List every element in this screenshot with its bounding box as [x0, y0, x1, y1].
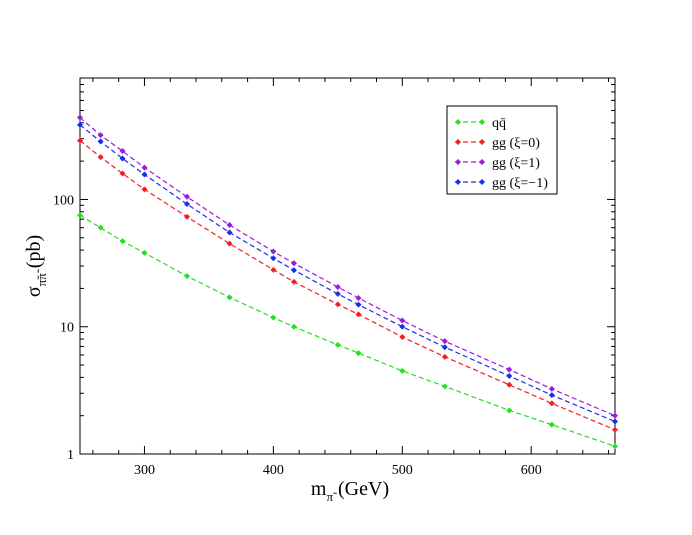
x-axis-title-unit: (GeV) [333, 478, 389, 500]
legend-marker [455, 159, 461, 165]
y-axis-title-unit: (pb) [23, 235, 45, 273]
data-point [270, 255, 277, 262]
data-point [291, 260, 297, 267]
y-tick-label: 10 [60, 321, 74, 336]
data-point [77, 212, 83, 219]
data-point [291, 323, 297, 330]
legend-marker [455, 119, 461, 125]
data-point [548, 385, 555, 392]
data-point [399, 334, 406, 341]
legend-marker [479, 119, 485, 125]
data-point [334, 290, 341, 297]
data-point [141, 249, 148, 256]
data-point [291, 278, 297, 285]
data-point [441, 383, 448, 390]
data-point [355, 301, 362, 308]
data-point [506, 381, 513, 388]
data-point [441, 353, 448, 360]
data-point [612, 418, 618, 425]
data-point [141, 186, 148, 193]
legend-label: gg (ξ=1) [492, 156, 540, 171]
data-point [506, 366, 513, 373]
legend-label: gg (ξ=−1) [492, 176, 548, 191]
data-point [119, 148, 126, 155]
data-point [334, 284, 341, 291]
data-point [184, 213, 190, 220]
legend-marker [455, 139, 461, 145]
data-point [270, 314, 277, 321]
data-point [119, 155, 126, 162]
legend-label: qq̄ [492, 116, 506, 131]
x-tick-label: 300 [134, 463, 155, 478]
data-point [355, 295, 362, 302]
data-point [77, 137, 83, 144]
x-axis-title: mπ̃ (GeV) [311, 478, 389, 504]
y-tick-label: 1 [67, 448, 74, 463]
data-point [506, 407, 513, 414]
data-point [441, 338, 448, 345]
data-point [184, 193, 190, 200]
legend-label: gg (ξ=0) [492, 136, 540, 151]
data-point [77, 121, 83, 128]
data-point [184, 201, 190, 208]
series-line-0 [79, 214, 616, 447]
data-point [141, 171, 148, 178]
data-point [506, 373, 513, 380]
y-axis-title: σπ̃π̃ (pb) [23, 235, 49, 297]
data-point [334, 341, 341, 348]
y-axis-title-main: σ [23, 286, 45, 297]
axis-ticks: 300 400 500 600 1 10 100 [53, 77, 615, 478]
x-axis-title-sub: π̃ [326, 489, 338, 504]
data-point [226, 229, 233, 236]
data-point [399, 317, 406, 324]
data-point [548, 421, 555, 428]
x-tick-label: 600 [521, 463, 542, 478]
data-point [270, 248, 277, 255]
series-points [77, 114, 618, 450]
legend-marker [455, 179, 461, 185]
x-axis-title-main: m [311, 478, 327, 500]
data-point [441, 344, 448, 351]
data-point [291, 267, 297, 274]
data-point [612, 426, 618, 433]
legend-marker [479, 179, 485, 185]
legend-box [446, 105, 558, 195]
data-point [355, 311, 362, 318]
y-tick-label: 100 [53, 193, 74, 208]
data-point [226, 240, 233, 247]
data-point [97, 138, 104, 145]
data-point [97, 154, 104, 161]
data-point [226, 294, 233, 301]
legend-marker [479, 139, 485, 145]
data-point [548, 392, 555, 399]
legend: qq̄ gg (ξ=0) gg (ξ=1) gg (ξ=−1) [446, 105, 558, 195]
data-point [270, 266, 277, 273]
data-point [399, 367, 406, 374]
data-point [612, 443, 618, 450]
legend-marker [479, 159, 485, 165]
data-point [184, 273, 190, 280]
data-point [226, 221, 233, 228]
data-point [77, 114, 83, 121]
data-point [97, 224, 104, 231]
data-point [141, 164, 148, 171]
data-point [119, 170, 126, 177]
x-tick-label: 400 [263, 463, 284, 478]
x-tick-label: 500 [392, 463, 413, 478]
data-point [334, 301, 341, 308]
data-point [399, 323, 406, 330]
data-point [119, 238, 126, 245]
data-point [548, 400, 555, 407]
data-point [97, 132, 104, 139]
data-point [355, 350, 362, 357]
data-point [612, 412, 618, 419]
